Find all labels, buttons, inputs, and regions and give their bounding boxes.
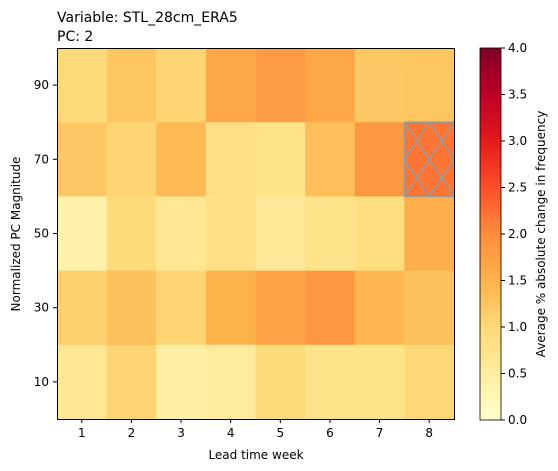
heatmap-cell bbox=[354, 122, 405, 197]
colorbar-ticks: 0.0 0.5 1.0 1.5 2.0 2.5 3.0 3.5 4.0 bbox=[501, 41, 527, 427]
heatmap-cell bbox=[255, 344, 306, 420]
colorbar-tick-label: 2.0 bbox=[508, 227, 527, 241]
hatch-line bbox=[428, 158, 455, 197]
heatmap-cell bbox=[255, 48, 306, 123]
heatmap-cell bbox=[305, 122, 356, 197]
colorbar-label: Average % absolute change in frequency bbox=[534, 111, 548, 358]
y-tick-label: 50 bbox=[34, 227, 49, 241]
heatmap-cell bbox=[354, 48, 405, 123]
heatmap-cell bbox=[255, 122, 306, 197]
heatmap-cell bbox=[106, 122, 157, 197]
heatmap-cell bbox=[404, 344, 455, 420]
chart-title-line-1: Variable: STL_28cm_ERA5 bbox=[57, 10, 238, 26]
heatmap-cell bbox=[205, 122, 256, 197]
hatch-line bbox=[428, 121, 455, 160]
heatmap-cell bbox=[106, 270, 157, 346]
heatmap-cell bbox=[156, 48, 207, 123]
heatmap-cell bbox=[404, 196, 455, 272]
x-tick-label: 6 bbox=[326, 426, 334, 440]
colorbar-tick-label: 2.5 bbox=[508, 181, 527, 195]
y-tick-label: 10 bbox=[34, 375, 49, 389]
heatmap-cell bbox=[106, 344, 157, 420]
x-tick-label: 3 bbox=[177, 426, 185, 440]
x-tick-label: 2 bbox=[128, 426, 136, 440]
x-tick-label: 5 bbox=[276, 426, 284, 440]
colorbar-tick-label: 1.0 bbox=[508, 320, 527, 334]
colorbar-tick-label: 1.5 bbox=[508, 274, 527, 288]
y-tick-label: 90 bbox=[34, 78, 49, 92]
hatch-line bbox=[403, 121, 430, 160]
colorbar-tick-label: 0.5 bbox=[508, 367, 527, 381]
heatmap-cell bbox=[57, 122, 108, 197]
heatmap-cell bbox=[305, 344, 356, 420]
y-tick-label: 30 bbox=[34, 301, 49, 315]
heatmap-cell bbox=[205, 196, 256, 272]
colorbar-tick-label: 3.0 bbox=[508, 134, 527, 148]
colorbar-tick-label: 4.0 bbox=[508, 41, 527, 55]
heatmap-cell bbox=[57, 196, 108, 272]
heatmap-cell bbox=[354, 270, 405, 346]
x-axis-label: Lead time week bbox=[208, 448, 303, 462]
hatched-cells bbox=[403, 121, 455, 198]
hatch-line bbox=[403, 158, 430, 197]
x-tick-label: 8 bbox=[425, 426, 433, 440]
x-tick-label: 7 bbox=[376, 426, 384, 440]
heatmap-cell bbox=[156, 270, 207, 346]
heatmap-cell bbox=[205, 344, 256, 420]
colorbar-tick-label: 0.0 bbox=[508, 413, 527, 427]
heatmap-cell bbox=[156, 344, 207, 420]
heatmap-cell bbox=[305, 270, 356, 346]
y-tick-label: 70 bbox=[34, 152, 49, 166]
colorbar bbox=[479, 47, 502, 421]
heatmap-cell bbox=[255, 270, 306, 346]
heatmap-cell bbox=[106, 196, 157, 272]
heatmap-cell bbox=[205, 48, 256, 123]
x-axis-ticks: 1 2 3 4 5 6 7 8 bbox=[78, 419, 433, 440]
y-axis-ticks: 90 70 50 30 10 bbox=[34, 78, 57, 389]
heatmap-cell bbox=[305, 196, 356, 272]
heatmap-cell bbox=[57, 48, 108, 123]
heatmap-cell bbox=[354, 344, 405, 420]
colorbar-tick-label: 3.5 bbox=[508, 88, 527, 102]
heatmap-cell bbox=[156, 196, 207, 272]
plot-frame bbox=[57, 48, 455, 420]
heatmap-cell bbox=[354, 196, 405, 272]
heatmap-cell bbox=[305, 48, 356, 123]
hatched-cell bbox=[403, 121, 455, 198]
y-axis-label: Normalized PC Magnitude bbox=[9, 157, 23, 312]
heatmap-cell bbox=[57, 270, 108, 346]
chart-title-line-2: PC: 2 bbox=[57, 29, 93, 45]
heatmap-cell bbox=[205, 270, 256, 346]
x-tick-label: 4 bbox=[227, 426, 235, 440]
x-tick-label: 1 bbox=[78, 426, 86, 440]
heatmap-cell bbox=[255, 196, 306, 272]
heatmap-cell bbox=[404, 48, 455, 123]
heatmap-cell bbox=[156, 122, 207, 197]
heatmap-cells bbox=[57, 48, 455, 420]
hatch-line bbox=[403, 121, 455, 197]
heatmap-cell bbox=[57, 344, 108, 420]
heatmap-cell bbox=[404, 270, 455, 346]
heatmap-cell bbox=[106, 48, 157, 123]
